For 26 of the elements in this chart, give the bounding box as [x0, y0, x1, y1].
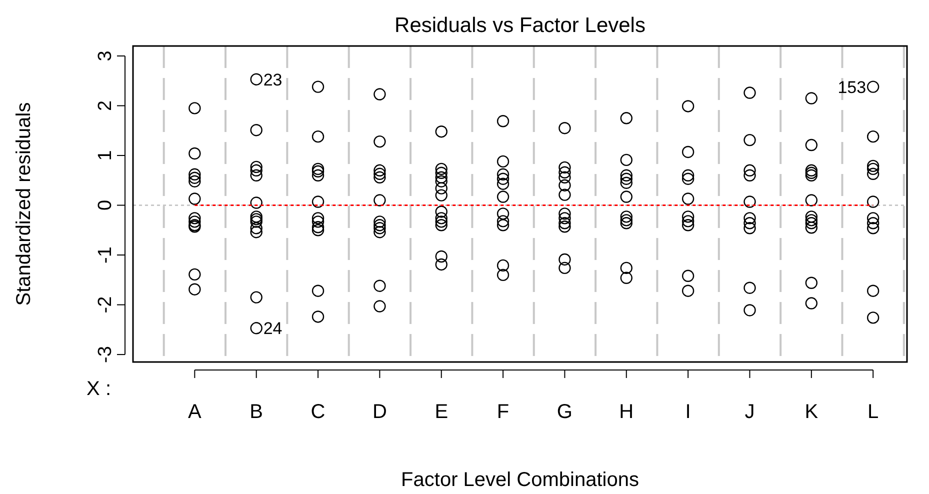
x-tick-label: C	[310, 401, 326, 423]
y-tick-label: 1	[95, 150, 116, 161]
x-tick-label: J	[744, 401, 755, 423]
y-tick-label: -3	[95, 346, 116, 363]
annotation: 24	[263, 319, 282, 338]
x-tick-label: H	[619, 401, 634, 423]
x-axis-title: Factor Level Combinations	[401, 469, 639, 491]
y-axis-title: Standardized residuals	[13, 102, 35, 306]
y-tick-label: -1	[95, 246, 116, 264]
annotation: 153	[838, 78, 866, 97]
y-tick-label: 2	[95, 100, 116, 112]
x-tick-label: G	[556, 401, 572, 423]
x-tick-label: A	[188, 401, 202, 423]
chart-title: Residuals vs Factor Levels	[394, 14, 646, 37]
x-tick-label: D	[372, 401, 387, 423]
x-tick-label: K	[804, 401, 819, 423]
annotation: 23	[263, 70, 282, 90]
x-tick-label: F	[496, 401, 510, 423]
x-tick-label: L	[868, 401, 879, 423]
x-tick-label: I	[685, 401, 691, 423]
x-tick-label: B	[250, 401, 264, 423]
y-tick-label: 0	[95, 200, 116, 211]
text: X :	[86, 378, 111, 400]
y-tick-label: -2	[95, 296, 116, 314]
y-tick-label: 3	[95, 50, 116, 62]
x-tick-label: E	[434, 401, 448, 423]
